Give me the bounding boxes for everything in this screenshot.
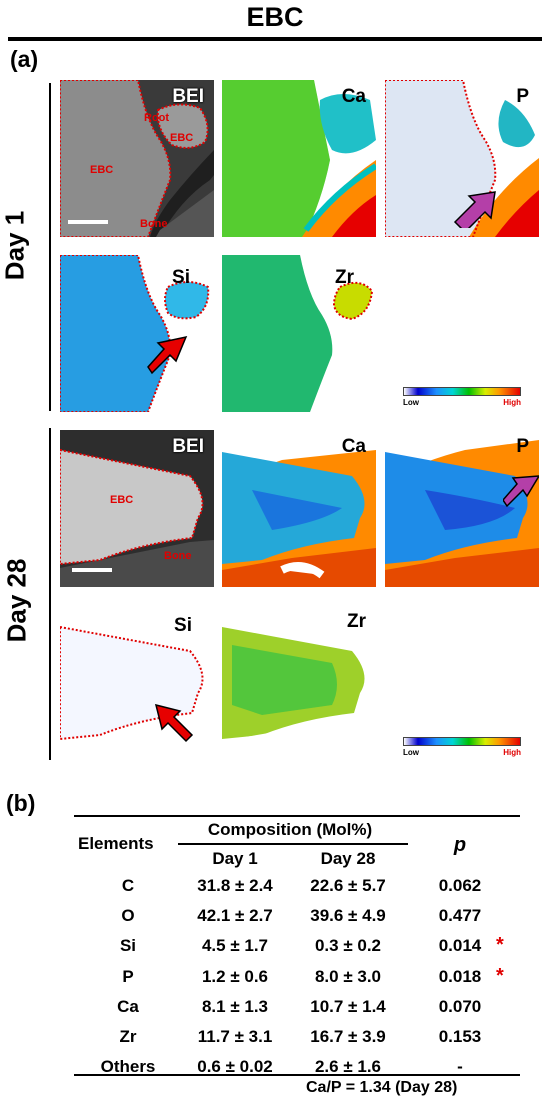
tile-label: Si: [174, 615, 192, 636]
cell-p: 0.018: [438, 966, 482, 986]
colorbar-low: Low: [403, 398, 419, 407]
tile-label: BEI: [172, 436, 204, 457]
cell-day28: 0.3 ± 0.2: [314, 936, 382, 956]
day1-p-map: P: [385, 80, 539, 237]
colorbar-high: High: [503, 398, 521, 407]
day1-label: Day 1: [0, 210, 30, 281]
day28-si-map: Si: [60, 605, 214, 762]
region-label-bone: Bone: [164, 550, 192, 562]
significance-star: *: [496, 964, 504, 987]
cell-day28: 16.7 ± 3.9: [310, 1027, 386, 1046]
day28-bei-image: BEI EBC Bone: [60, 430, 214, 587]
region-label-ebc: EBC: [110, 494, 134, 506]
day28-label: Day 28: [1, 558, 32, 643]
tile-label: P: [516, 436, 529, 457]
cell-day1: 42.1 ± 2.7: [197, 906, 273, 926]
region-label-root: Root: [144, 112, 170, 124]
cell-element: O: [121, 906, 135, 926]
cell-day28: 10.7 ± 1.4: [310, 996, 386, 1016]
cell-element: P: [122, 966, 134, 986]
red-arrow-icon: [154, 703, 194, 743]
cell-p: -: [457, 1057, 463, 1077]
cell-p: 0.153: [438, 1027, 482, 1046]
cell-day1: 11.7 ± 3.1: [197, 1027, 273, 1046]
cell-day28: 2.6 ± 1.6: [314, 1057, 382, 1077]
header-composition: Composition (Mol%): [207, 820, 373, 839]
region-label-ebc: EBC: [90, 164, 114, 176]
region-label-ebc-small: EBC: [170, 132, 194, 144]
table-footer: Ca/P = 1.34 (Day 28): [306, 1079, 458, 1096]
table-top-rule: [74, 815, 520, 817]
red-arrow-icon: [147, 335, 188, 375]
cell-day1: 4.5 ± 1.7: [201, 936, 269, 956]
cell-day1: 1.2 ± 0.6: [201, 966, 269, 986]
cell-p: 0.070: [438, 996, 482, 1016]
cell-p: 0.062: [438, 876, 482, 895]
tile-label: Zr: [347, 611, 366, 632]
header-p: p: [453, 834, 467, 856]
day28-p-map: P: [385, 430, 539, 587]
day1-bei-image: BEI Root EBC EBC Bone: [60, 80, 214, 237]
day1-colorbar: Low High: [403, 387, 521, 407]
tile-label: P: [516, 86, 529, 107]
cell-p: 0.014: [438, 936, 482, 956]
day28-ca-map: Ca: [222, 430, 376, 587]
tile-label: Zr: [335, 267, 354, 288]
header-day1: Day 1: [212, 849, 258, 868]
cell-element: C: [121, 876, 135, 895]
day28-zr-map: Zr: [222, 605, 376, 762]
day1-si-map: Si: [60, 255, 214, 412]
cell-day1: 31.8 ± 2.4: [197, 876, 273, 895]
cell-element: Zr: [119, 1027, 137, 1046]
day1-ca-map: Ca: [222, 80, 376, 237]
day1-bracket-line: [49, 83, 51, 411]
day1-zr-map: Zr: [222, 255, 376, 412]
header-day28: Day 28: [320, 849, 376, 868]
cell-element: Others: [100, 1057, 156, 1077]
tile-label: BEI: [172, 86, 204, 107]
scale-bar: [68, 220, 108, 224]
scale-bar: [72, 568, 112, 572]
panel-a-label: (a): [10, 46, 39, 72]
colorbar-gradient: [403, 737, 521, 746]
day28-colorbar: Low High: [403, 737, 521, 757]
cell-p: 0.477: [438, 906, 482, 926]
cell-element: Ca: [117, 996, 139, 1016]
colorbar-low: Low: [403, 748, 419, 757]
cell-day28: 39.6 ± 4.9: [310, 906, 386, 926]
cell-day28: 22.6 ± 5.7: [310, 876, 386, 895]
purple-arrow-icon: [453, 191, 496, 228]
tile-label: Ca: [341, 436, 366, 457]
title-underline: [8, 37, 542, 41]
cell-day1: 8.1 ± 1.3: [201, 996, 269, 1016]
header-elements: Elements: [78, 834, 154, 853]
region-label-bone: Bone: [140, 218, 168, 230]
significance-star: *: [496, 934, 504, 957]
colorbar-high: High: [503, 748, 521, 757]
panel-b-label: (b): [6, 790, 36, 816]
figure-title: EBC: [246, 2, 304, 32]
cell-element: Si: [119, 936, 137, 956]
day28-bracket-line: [49, 428, 51, 760]
cell-day28: 8.0 ± 3.0: [314, 966, 382, 986]
tile-label: Si: [172, 267, 190, 288]
header-mid-rule: [178, 843, 408, 845]
purple-arrow-icon: [503, 475, 539, 508]
colorbar-gradient: [403, 387, 521, 396]
cell-day1: 0.6 ± 0.02: [197, 1057, 273, 1077]
table-bottom-rule: [74, 1074, 520, 1076]
tile-label: Ca: [341, 86, 366, 107]
